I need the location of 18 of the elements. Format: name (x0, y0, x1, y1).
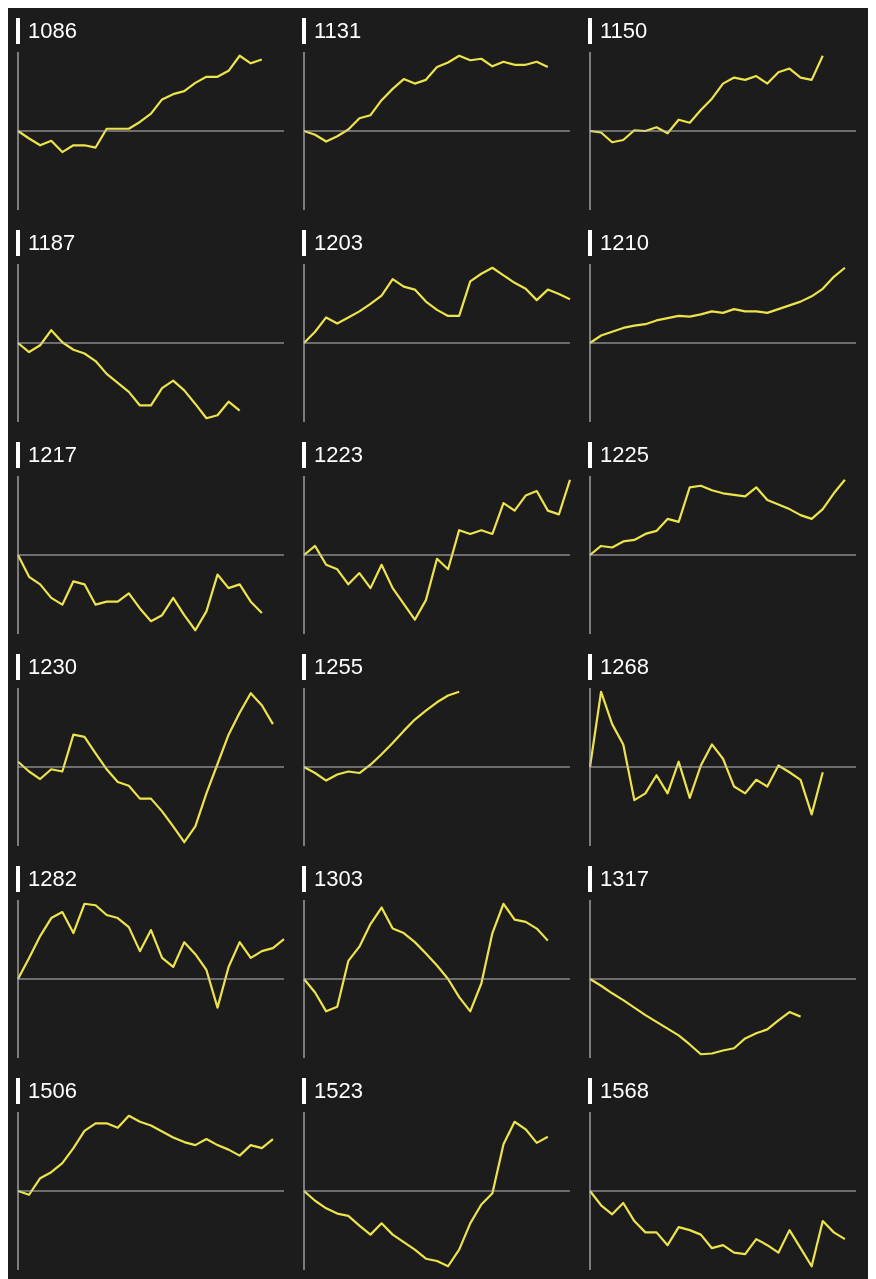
chart-title: 1303 (314, 866, 363, 892)
chart-title: 1217 (28, 442, 77, 468)
chart-title: 1568 (600, 1078, 649, 1104)
chart-title: 1268 (600, 654, 649, 680)
chart-title: 1187 (28, 230, 76, 256)
chart-title: 1225 (600, 442, 649, 468)
chart-title: 1255 (314, 654, 363, 680)
chart-title: 1506 (28, 1078, 77, 1104)
chart-title: 1523 (314, 1078, 363, 1104)
chart-title: 1150 (600, 18, 648, 44)
chart-title: 1230 (28, 654, 77, 680)
chart-title: 1086 (28, 18, 77, 44)
chart-title: 1210 (600, 230, 649, 256)
chart-title: 1223 (314, 442, 363, 468)
chart-title: 1282 (28, 866, 77, 892)
chart-title: 1131 (314, 18, 362, 44)
chart-title: 1203 (314, 230, 363, 256)
chart-title: 1317 (600, 866, 649, 892)
